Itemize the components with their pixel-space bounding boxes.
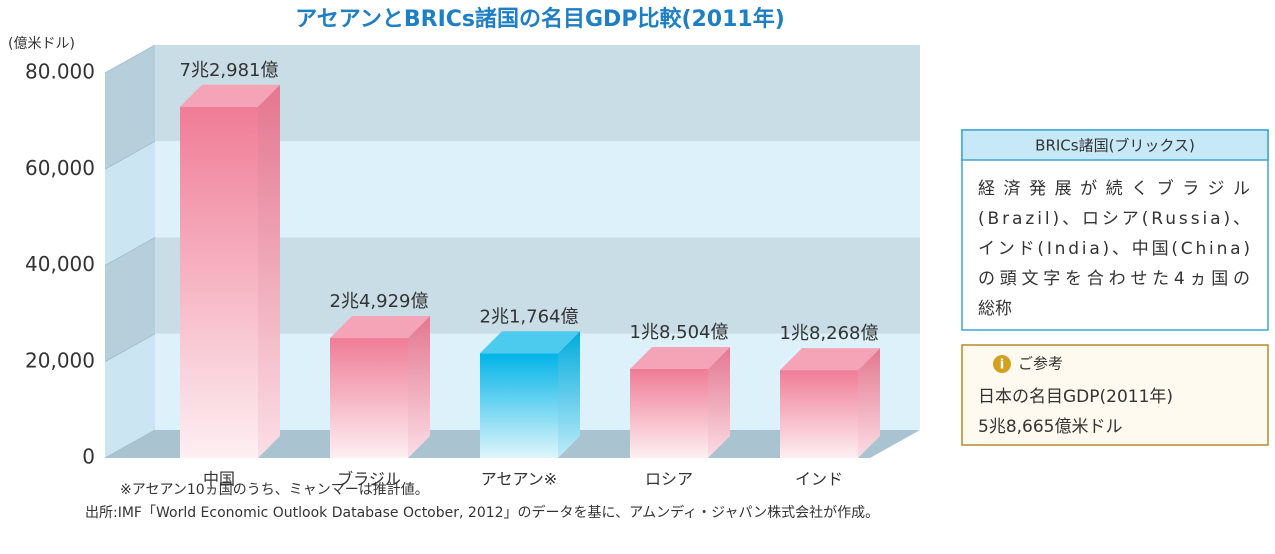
plot-walls: 0 20,000 40,000 60,000 80.000 [25, 44, 920, 469]
info-box-line: インド(India)、中国(China) [978, 239, 1250, 259]
info-box-line: 経済発展が続くブラジル [978, 178, 1250, 199]
x-tick-label: 中国 [203, 470, 235, 489]
y-tick-label: 20,000 [25, 348, 95, 372]
side-band [105, 237, 155, 362]
bar [180, 106, 258, 459]
wall-band [155, 237, 920, 334]
bar-side [858, 348, 880, 458]
side-band [105, 141, 155, 266]
x-tick-label: アセアン※ [481, 470, 557, 489]
data-label: 2兆1,764億 [480, 306, 579, 327]
info-box-line: 総称 [978, 299, 1012, 319]
bar-side [258, 84, 280, 459]
data-label: 1兆8,268億 [780, 323, 879, 344]
reference-title: ご参考 [1018, 355, 1063, 373]
x-tick-label: インド [795, 470, 843, 489]
grid-line [104, 44, 156, 74]
grid-line [104, 140, 156, 170]
bar [630, 368, 708, 458]
grid-line [104, 237, 156, 266]
info-icon [993, 355, 1011, 373]
bar-top [330, 316, 430, 339]
bar [780, 370, 858, 458]
y-tick-label: 40,000 [25, 252, 95, 276]
wall-band [155, 141, 920, 238]
bar-side [408, 316, 430, 458]
footnote: 出所:IMF「World Economic Outlook Database O… [85, 504, 879, 521]
info-box-line: の頭文字を合わせた4ヵ国の [978, 269, 1250, 289]
chart-title: アセアンとBRICs諸国の名目GDP比較(2011年) [295, 6, 785, 32]
data-label: 7兆2,981億 [180, 60, 279, 81]
reference-box [961, 344, 1269, 446]
reference-line: 5兆8,665億米ドル [978, 417, 1122, 437]
bar-top [480, 331, 580, 354]
wall-band [155, 45, 920, 142]
bar-top [780, 348, 880, 371]
y-tick-label: 80.000 [25, 60, 95, 84]
bar-side [708, 346, 730, 458]
data-label: 2兆4,929億 [330, 291, 429, 312]
info-box [961, 129, 1269, 331]
info-box-line: (Brazil)、ロシア(Russia)、 [978, 209, 1250, 229]
footnote: ※アセアン10ヵ国のうち、ミャンマーは推計値。 [120, 482, 429, 498]
grid-line [104, 333, 156, 363]
bar-top [180, 84, 280, 107]
info-icon-glyph: i [1000, 358, 1004, 373]
bar [480, 353, 558, 458]
y-tick-label: 60,000 [25, 156, 95, 180]
grid-line [104, 429, 156, 459]
bar-side [558, 331, 580, 458]
side-band [105, 333, 155, 458]
reference-line: 日本の名目GDP(2011年) [978, 387, 1173, 407]
y-axis-label: (億米ドル) [8, 36, 75, 52]
bar-top [630, 346, 730, 369]
info-box-header [961, 129, 1269, 161]
x-tick-label: ロシア [645, 470, 693, 489]
info-box-title: BRICs諸国(ブリックス) [1035, 137, 1195, 155]
y-tick-label: 0 [82, 445, 95, 469]
side-band [105, 45, 155, 170]
bar [330, 338, 408, 458]
x-tick-label: ブラジル [337, 470, 401, 489]
data-label: 1兆8,504億 [630, 322, 729, 343]
